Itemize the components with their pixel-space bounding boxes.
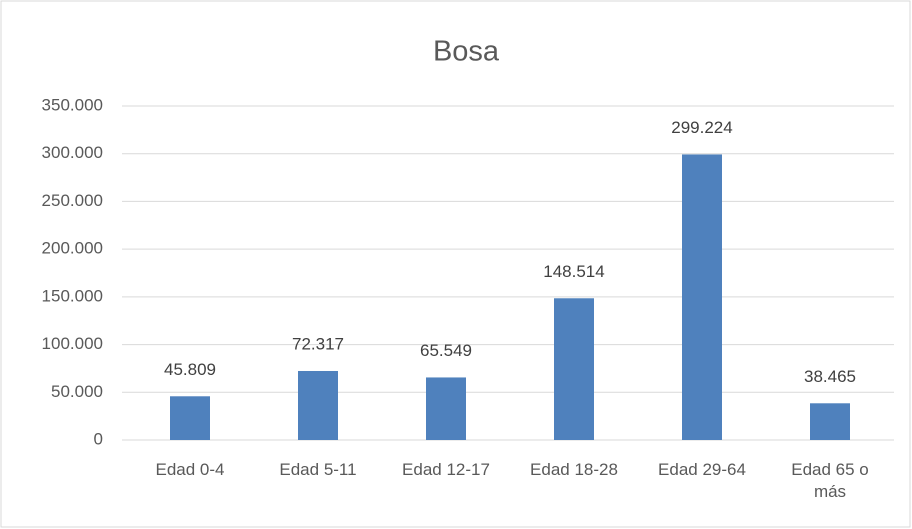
x-tick-label: Edad 12-17 [402, 460, 490, 479]
bar [298, 370, 338, 440]
bar [682, 154, 722, 440]
y-tick-label: 100.000 [42, 334, 103, 353]
data-label: 45.809 [164, 360, 216, 379]
data-label: 148.514 [543, 262, 604, 281]
x-tick-label: Edad 18-28 [530, 460, 618, 479]
y-tick-label: 250.000 [42, 191, 103, 210]
data-label: 299.224 [671, 118, 732, 137]
bar [554, 298, 594, 440]
x-tick-label: Edad 0-4 [155, 460, 225, 479]
bar [810, 403, 850, 440]
y-tick-label: 50.000 [51, 382, 103, 401]
y-tick-label: 300.000 [42, 143, 103, 162]
bar [170, 396, 210, 440]
bar [426, 377, 466, 440]
data-label: 65.549 [420, 341, 472, 360]
x-tick-label: Edad 5-11 [279, 460, 357, 479]
y-tick-label: 0 [94, 429, 103, 448]
x-tick-label: Edad 29-64 [658, 460, 746, 479]
y-tick-label: 150.000 [42, 286, 103, 305]
chart-title: Bosa [433, 36, 500, 68]
y-tick-label: 200.000 [42, 239, 103, 258]
x-tick-label: Edad 65 o más [791, 460, 869, 501]
data-label: 72.317 [292, 334, 344, 353]
y-tick-label: 350.000 [42, 95, 103, 114]
data-label: 38.465 [804, 367, 856, 386]
